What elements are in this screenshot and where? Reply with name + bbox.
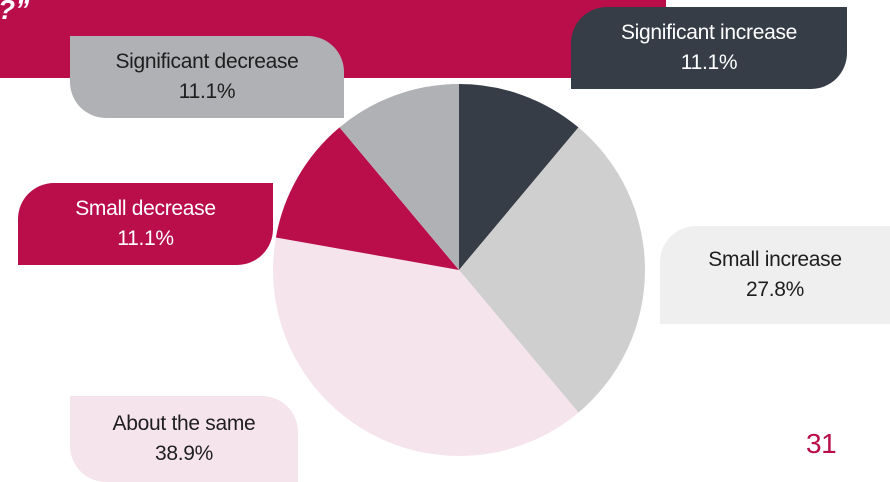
- callout-small-increase-value: 27.8%: [745, 278, 805, 301]
- callout-significant-increase-value: 11.1%: [680, 51, 738, 74]
- callout-about-the-same-value: 38.9%: [154, 442, 214, 465]
- pie-slice-significant-decrease: [339, 84, 459, 270]
- callout-small-increase: Small increase 27.8%: [660, 226, 890, 324]
- callout-significant-increase: Significant increase 11.1%: [571, 7, 847, 89]
- pie-slice-small-decrease: [275, 127, 459, 271]
- callout-significant-decrease: Significant decrease 11.1%: [70, 36, 344, 118]
- header-quote-fragment: ?”: [0, 0, 30, 25]
- pie-slice-significant-increase: [459, 84, 579, 270]
- pie-slice-small-increase: [459, 127, 646, 413]
- pie-slice-about-the-same: [272, 237, 579, 457]
- page-number: 31: [806, 428, 837, 459]
- callout-small-decrease: Small decrease 11.1%: [18, 183, 273, 265]
- callout-significant-increase-label: Significant increase: [620, 20, 798, 44]
- callout-about-the-same: About the same 38.9%: [70, 396, 298, 482]
- callout-about-the-same-label: About the same: [112, 411, 256, 435]
- callout-small-decrease-label: Small decrease: [75, 196, 216, 220]
- pie-slices: [272, 84, 646, 457]
- callout-significant-decrease-label: Significant decrease: [115, 49, 299, 73]
- callout-small-decrease-value: 11.1%: [117, 227, 174, 250]
- callout-small-increase-label: Small increase: [708, 247, 842, 271]
- callout-significant-decrease-value: 11.1%: [178, 80, 236, 103]
